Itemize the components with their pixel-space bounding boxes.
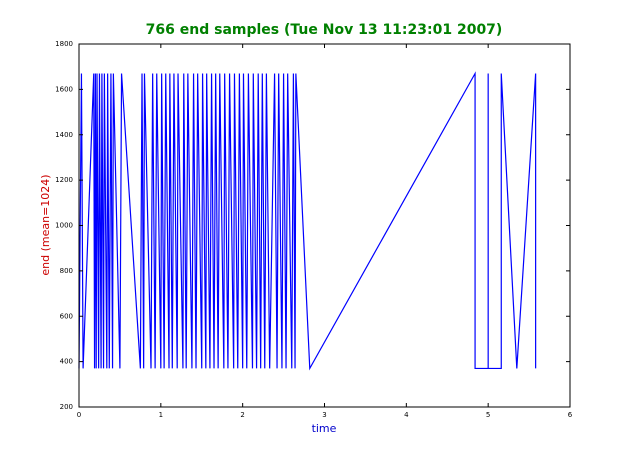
- x-tick-label: 4: [404, 411, 409, 419]
- x-tick-label: 3: [322, 411, 326, 419]
- y-tick-label: 1800: [55, 40, 73, 48]
- x-tick-label: 2: [240, 411, 244, 419]
- chart-title: 766 end samples (Tue Nov 13 11:23:01 200…: [146, 22, 503, 38]
- y-tick-label: 400: [60, 358, 73, 366]
- y-tick-label: 200: [60, 403, 73, 411]
- y-tick-label: 800: [60, 267, 73, 275]
- x-axis-label: time: [312, 422, 337, 435]
- x-tick-label: 5: [486, 411, 490, 419]
- y-tick-label: 600: [60, 312, 73, 320]
- y-tick-label: 1400: [55, 131, 73, 139]
- x-tick-label: 0: [77, 411, 81, 419]
- y-tick-label: 1600: [55, 85, 73, 93]
- x-tick-label: 1: [159, 411, 163, 419]
- y-tick-label: 1200: [55, 176, 73, 184]
- x-tick-label: 6: [568, 411, 573, 419]
- y-axis-label: end (mean=1024): [39, 174, 52, 275]
- y-tick-label: 1000: [55, 222, 73, 230]
- data-line: [78, 71, 537, 371]
